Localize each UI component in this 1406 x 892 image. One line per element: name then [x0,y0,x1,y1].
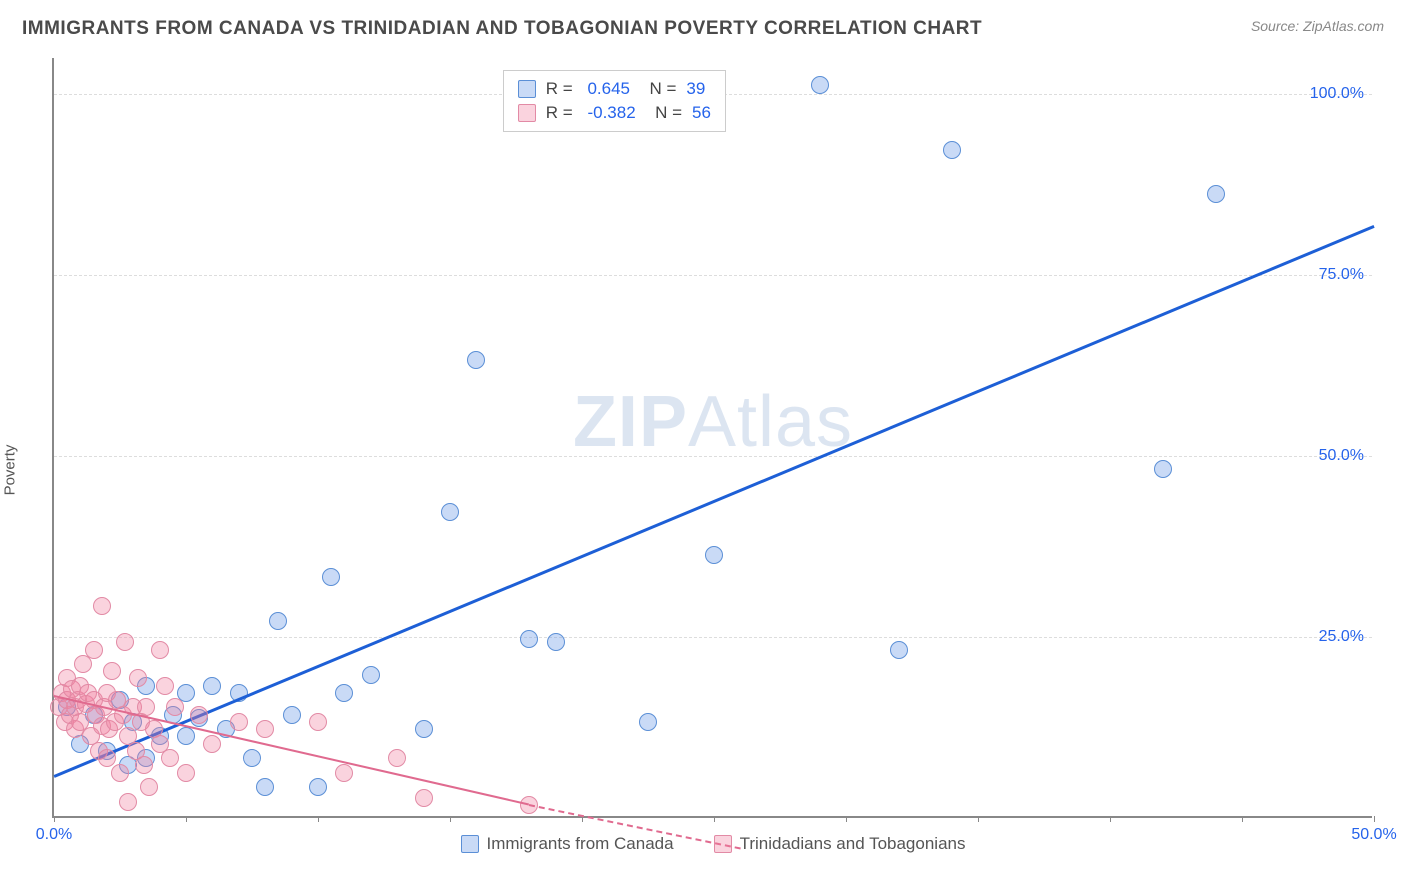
data-point [1207,185,1225,203]
legend-label: Immigrants from Canada [487,834,674,854]
data-point [441,503,459,521]
x-tick [186,816,187,822]
stat-n-label: N = [646,103,682,123]
data-point [177,764,195,782]
data-point [890,641,908,659]
data-point [639,713,657,731]
trend-line [54,225,1375,777]
chart-title: IMMIGRANTS FROM CANADA VS TRINIDADIAN AN… [22,18,982,40]
data-point [322,568,340,586]
source-attribution: Source: ZipAtlas.com [1251,18,1384,34]
data-point [1154,460,1172,478]
plot-area: ZIPAtlas 25.0%50.0%75.0%100.0%0.0%50.0%R… [52,58,1372,818]
series-legend: Immigrants from Canada Trinidadians and T… [54,834,1372,854]
legend-swatch [714,835,732,853]
data-point [151,641,169,659]
data-point [203,735,221,753]
data-point [93,597,111,615]
data-point [140,778,158,796]
data-point [119,793,137,811]
x-tick [450,816,451,822]
data-point [388,749,406,767]
y-tick-label: 75.0% [1319,266,1364,284]
x-tick [54,816,55,822]
x-tick [1374,816,1375,822]
source-label: Source: [1251,18,1299,34]
data-point [190,706,208,724]
data-point [415,720,433,738]
data-point [161,749,179,767]
data-point [943,141,961,159]
source-name: ZipAtlas.com [1303,18,1384,34]
stat-r-value: -0.382 [587,103,635,123]
stat-n-label: N = [640,79,676,99]
data-point [129,669,147,687]
data-point [98,749,116,767]
data-point [256,720,274,738]
x-tick [1242,816,1243,822]
data-point [335,764,353,782]
correlation-stats-box: R = 0.645 N =39R = -0.382 N =56 [503,70,726,132]
data-point [415,789,433,807]
data-point [230,713,248,731]
stat-r-label: R = [546,79,578,99]
legend-swatch [461,835,479,853]
legend-swatch [518,104,536,122]
data-point [335,684,353,702]
x-tick [1110,816,1111,822]
stat-r-label: R = [546,103,578,123]
x-tick [714,816,715,822]
stats-row: R = -0.382 N = 56 [518,101,711,125]
data-point [520,630,538,648]
data-point [103,662,121,680]
stat-n-value: 39 [686,79,705,99]
gridline [54,456,1372,457]
data-point [111,764,129,782]
data-point [467,351,485,369]
legend-label: Trinidadians and Tobagonians [740,834,966,854]
chart-container: Poverty ZIPAtlas 25.0% 50.0% 75.0% 100.0% 0.… [0,48,1406,892]
data-point [269,612,287,630]
watermark: ZIPAtlas [573,381,853,463]
y-tick-label: 50.0% [1319,447,1364,465]
legend-item: Immigrants from Canada [461,834,674,854]
data-point [309,713,327,731]
data-point [85,641,103,659]
stat-n-value: 56 [692,103,711,123]
data-point [309,778,327,796]
data-point [177,727,195,745]
data-point [362,666,380,684]
gridline [54,275,1372,276]
y-axis-label: Poverty [2,445,19,496]
data-point [156,677,174,695]
data-point [547,633,565,651]
data-point [116,633,134,651]
y-tick-label: 100.0% [1310,85,1364,103]
data-point [166,698,184,716]
x-tick [846,816,847,822]
x-tick [318,816,319,822]
data-point [243,749,261,767]
data-point [705,546,723,564]
legend-item: Trinidadians and Tobagonians [714,834,966,854]
data-point [811,76,829,94]
data-point [203,677,221,695]
legend-swatch [518,80,536,98]
gridline [54,637,1372,638]
y-tick-label: 25.0% [1319,628,1364,646]
data-point [283,706,301,724]
stats-row: R = 0.645 N = 39 [518,77,711,101]
data-point [135,756,153,774]
stat-r-value: 0.645 [587,79,630,99]
x-tick [978,816,979,822]
data-point [256,778,274,796]
